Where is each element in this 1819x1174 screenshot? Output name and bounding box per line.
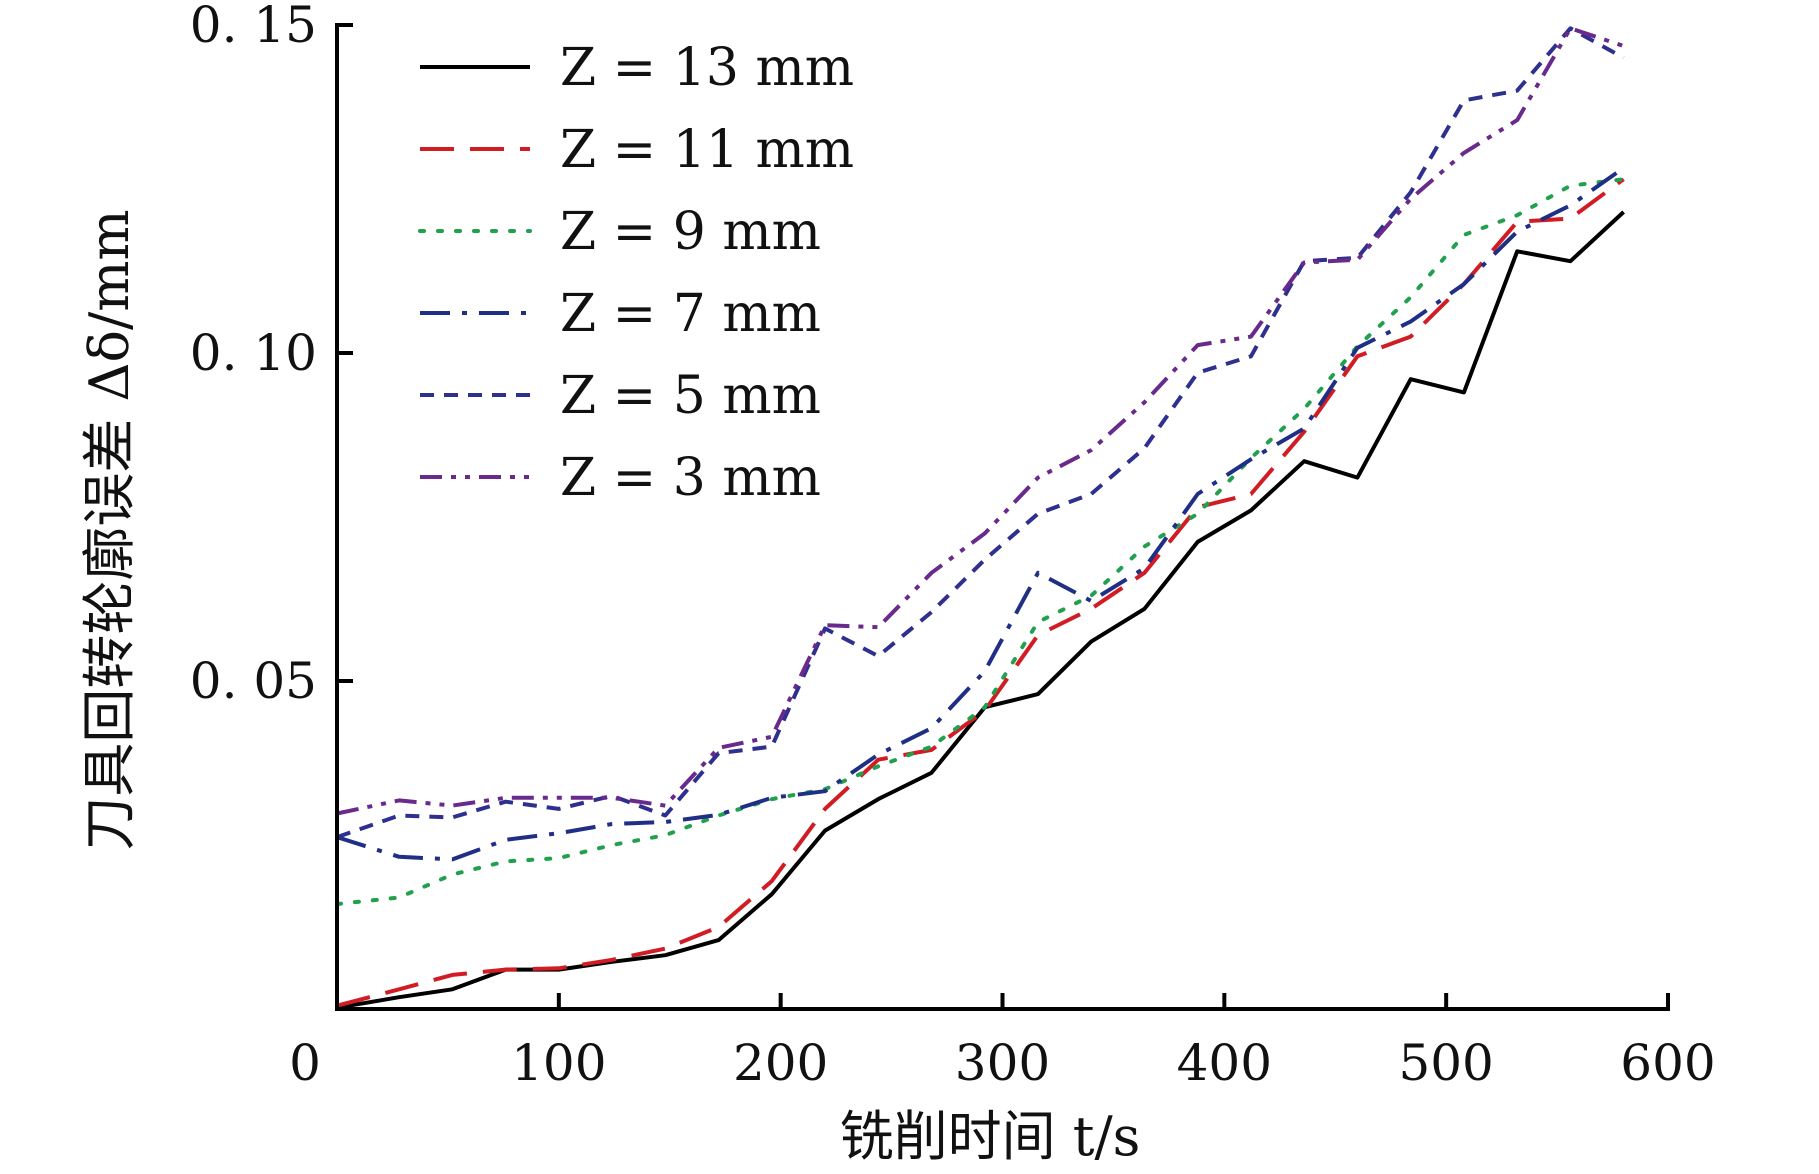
y-axis-title: 刀具回转轮廓误差 Δδ/mm [78, 209, 141, 850]
legend-label: Z = 9 mm [560, 202, 821, 262]
legend: Z = 13 mm Z = 11 mm Z = 9 mm Z = 7 mm Z = 5 … [418, 38, 854, 508]
series-line-3 [336, 166, 1625, 862]
plot-area: 0 100 200 300 400 500 600 0. 05 0. 10 0. 15 [190, 0, 1716, 1092]
x-tick-label: 400 [1177, 1034, 1272, 1092]
series-line-4 [336, 26, 1625, 839]
x-tick-label: 200 [733, 1034, 828, 1092]
legend-label: Z = 7 mm [560, 284, 821, 344]
series-layer [335, 26, 1626, 1010]
series-line-0 [336, 210, 1625, 1010]
legend-label: Z = 5 mm [560, 366, 821, 426]
y-ticks: 0. 05 0. 10 0. 15 [190, 0, 353, 710]
series-line-1 [336, 177, 1625, 1008]
y-tick-label: 0. 10 [190, 324, 317, 382]
legend-label: Z = 11 mm [560, 120, 854, 180]
series-line-5 [336, 26, 1625, 816]
x-tick-label: 600 [1620, 1034, 1715, 1092]
series-line-2 [335, 177, 1626, 906]
x-tick-label: 0 [289, 1034, 321, 1092]
legend-label: Z = 3 mm [560, 448, 821, 508]
x-tick-label: 300 [955, 1034, 1050, 1092]
x-axis-title: 铣削时间 t/s [840, 1105, 1141, 1168]
x-tick-label: 500 [1398, 1034, 1493, 1092]
legend-label: Z = 13 mm [560, 38, 854, 98]
y-tick-label: 0. 05 [190, 652, 317, 710]
y-tick-label: 0. 15 [190, 0, 317, 54]
x-ticks: 0 100 200 300 400 500 600 [289, 993, 1716, 1092]
x-tick-label: 100 [511, 1034, 606, 1092]
